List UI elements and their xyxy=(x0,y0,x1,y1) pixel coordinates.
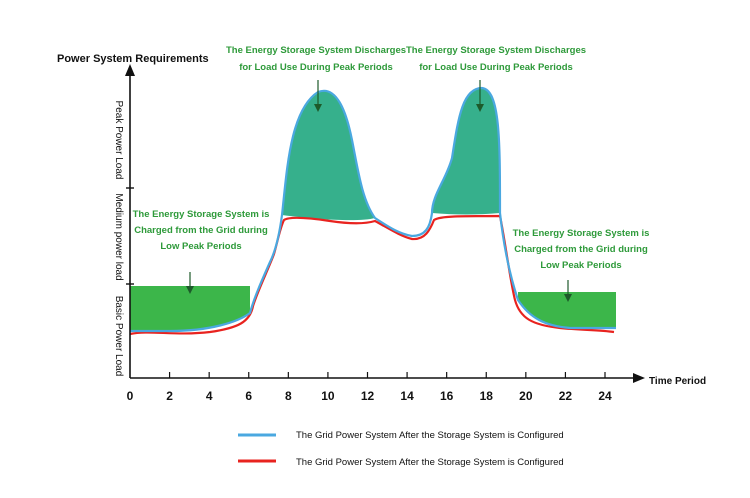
chart-title: Power System Requirements xyxy=(57,53,209,65)
y-band-label-peak: Peak Power Load xyxy=(113,101,124,180)
x-tick-label: 2 xyxy=(166,389,173,403)
annotation-discharge-1-line-2: for Load Use During Peak Periods xyxy=(239,62,393,73)
annotation-discharge-2-line-2: for Load Use During Peak Periods xyxy=(419,62,573,73)
annotation-charge-right-line-3: Low Peak Periods xyxy=(540,260,621,271)
discharge-area-2 xyxy=(432,88,500,215)
y-axis-arrow-icon xyxy=(125,64,135,76)
x-tick-label: 18 xyxy=(480,389,494,403)
y-band-label-medium: Medium power load xyxy=(113,193,124,280)
annotation-arrow-icon xyxy=(314,80,322,112)
x-tick-label: 14 xyxy=(400,389,414,403)
x-tick-label: 20 xyxy=(519,389,533,403)
annotation-arrow-icon xyxy=(476,80,484,112)
annotation-discharge-1-line-1: The Energy Storage System Discharges xyxy=(226,45,406,56)
annotation-discharge-2-line-1: The Energy Storage System Discharges xyxy=(406,45,586,56)
annotation-charge-right-line-2: Charged from the Grid during xyxy=(514,244,648,255)
annotation-charge-left-line-3: Low Peak Periods xyxy=(160,241,241,252)
legend-label-blue: The Grid Power System After the Storage … xyxy=(296,430,564,441)
x-tick-label: 24 xyxy=(598,389,612,403)
x-tick-label: 12 xyxy=(361,389,375,403)
annotation-charge-left-line-1: The Energy Storage System is xyxy=(133,209,270,220)
annotation-arrow-icon xyxy=(186,272,194,294)
x-tick-label: 22 xyxy=(559,389,573,403)
annotation-charge-left-line-2: Charged from the Grid during xyxy=(134,225,268,236)
x-tick-label: 6 xyxy=(245,389,252,403)
x-tick-label: 16 xyxy=(440,389,454,403)
legend-label-red: The Grid Power System After the Storage … xyxy=(296,457,564,468)
grid-line-blue xyxy=(130,86,616,333)
x-axis-label: Time Period xyxy=(649,376,706,387)
annotation-arrow-icon xyxy=(564,280,572,302)
discharge-area-1 xyxy=(282,90,375,221)
x-axis-arrow-icon xyxy=(633,373,645,383)
x-tick-label: 10 xyxy=(321,389,335,403)
x-tick-label: 0 xyxy=(127,389,134,403)
x-tick-group: 0 2 4 6 8 10 12 14 16 18 20 22 24 xyxy=(127,372,612,403)
annotation-charge-right-line-1: The Energy Storage System is xyxy=(513,228,650,239)
x-tick-label: 4 xyxy=(206,389,213,403)
charge-area-right xyxy=(518,292,616,328)
charge-area-left xyxy=(130,286,250,331)
y-band-label-basic: Basic Power Load xyxy=(113,296,124,377)
x-tick-label: 8 xyxy=(285,389,292,403)
